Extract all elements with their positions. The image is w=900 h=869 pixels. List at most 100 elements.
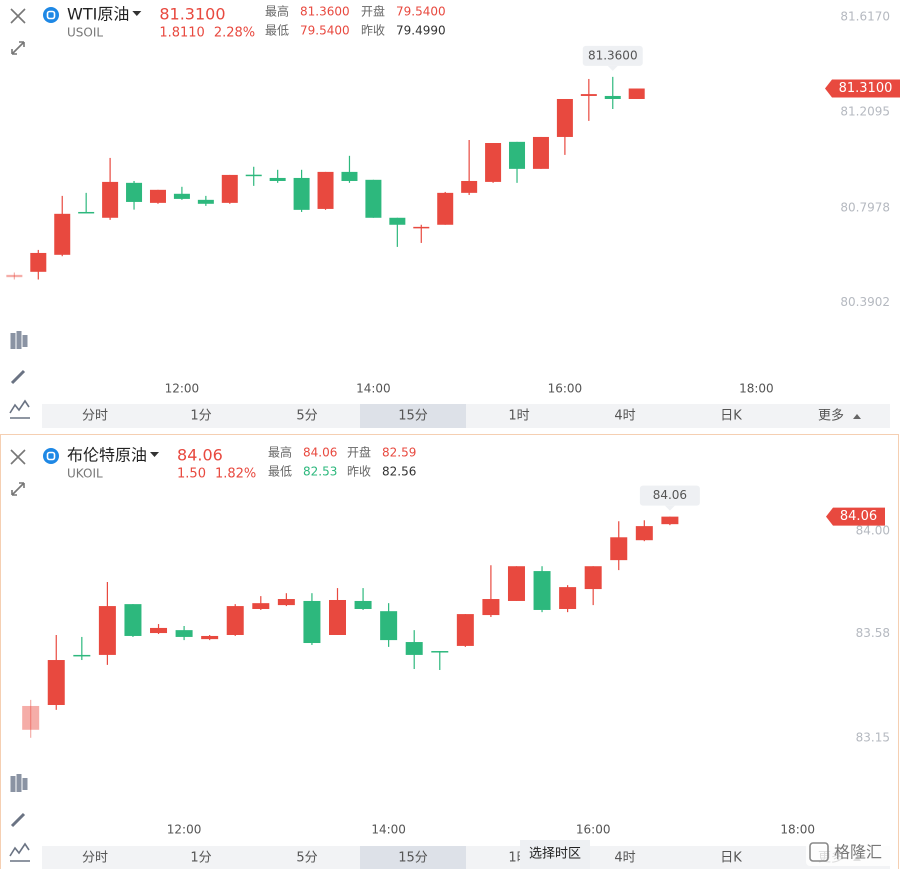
tab[interactable]: 更多 xyxy=(818,408,844,424)
symbol-code: UKOIL xyxy=(67,467,103,481)
candle-body xyxy=(303,600,321,644)
candle-body xyxy=(533,571,551,610)
timezone-button-label[interactable]: 选择时区 xyxy=(529,847,581,862)
candle-body xyxy=(556,98,573,137)
x-tick-label: 18:00 xyxy=(780,823,815,837)
high-label: 81.3600 xyxy=(588,48,638,62)
candle-body xyxy=(389,217,406,225)
last-price-tag xyxy=(826,507,885,526)
candle-body xyxy=(365,179,382,218)
tab[interactable]: 1分 xyxy=(190,409,211,424)
symbol-dropdown[interactable] xyxy=(132,11,142,16)
symbol-name[interactable]: 布伦特原油 xyxy=(67,446,147,465)
price-change: 1.50 xyxy=(177,467,206,482)
y-tick-label: 83.58 xyxy=(856,626,890,640)
tab[interactable]: 日K xyxy=(720,851,742,866)
tab[interactable]: 4时 xyxy=(614,409,635,424)
tab[interactable]: 1分 xyxy=(190,851,211,866)
candle-body xyxy=(341,171,358,181)
stat-value: 82.56 xyxy=(382,465,416,479)
candle-body xyxy=(47,660,65,705)
tab[interactable]: 5分 xyxy=(296,409,317,424)
candle-body xyxy=(269,177,286,181)
draw-tool-icon[interactable] xyxy=(10,812,26,828)
candle-body xyxy=(635,526,653,541)
candle-body xyxy=(150,627,168,634)
candle-body xyxy=(559,587,577,609)
stat-value: 84.06 xyxy=(303,446,337,460)
high-label-pointer xyxy=(664,505,675,511)
candle-body xyxy=(482,599,500,616)
high-label-pointer xyxy=(607,65,618,71)
stat-value: 82.53 xyxy=(303,465,337,479)
high-label: 84.06 xyxy=(653,488,687,502)
candle-body xyxy=(431,651,449,653)
symbol-code: USOIL xyxy=(67,26,103,40)
more-arrow xyxy=(853,414,861,419)
candle-body xyxy=(317,171,334,209)
last-price-tag-label: 81.3100 xyxy=(839,81,893,96)
tab[interactable]: 15分 xyxy=(398,409,428,424)
candle-body xyxy=(22,705,40,730)
candle-body xyxy=(175,630,193,637)
indicator-tool-icon[interactable] xyxy=(9,842,30,862)
stat-value: 79.5400 xyxy=(396,5,446,19)
y-tick-label: 81.2095 xyxy=(840,104,890,118)
tab[interactable]: 5分 xyxy=(296,851,317,866)
candle-body xyxy=(354,600,372,609)
y-tick-label: 83.15 xyxy=(856,730,890,744)
symbol-logo-mark xyxy=(46,10,56,20)
x-tick-label: 14:00 xyxy=(371,823,406,837)
symbol-logo xyxy=(43,7,59,23)
last-price: 84.06 xyxy=(177,446,223,465)
candle-body xyxy=(102,181,119,218)
price-change-pct: 1.82% xyxy=(215,467,256,482)
expand-icon[interactable] xyxy=(11,482,25,496)
candle-body xyxy=(507,566,525,601)
price-change-pct: 2.28% xyxy=(214,26,255,41)
candle-body xyxy=(226,606,244,635)
symbol-dropdown[interactable] xyxy=(150,452,160,457)
candle-body xyxy=(98,606,116,655)
candle-body xyxy=(293,177,310,210)
candle-body xyxy=(126,182,143,202)
candle-body xyxy=(252,603,270,609)
price-change: 1.8110 xyxy=(159,26,205,41)
candle-body xyxy=(604,95,621,99)
tab[interactable]: 日K xyxy=(720,409,742,424)
tab[interactable]: 4时 xyxy=(614,851,635,866)
x-tick-label: 12:00 xyxy=(167,823,202,837)
candle-body xyxy=(201,635,219,640)
candle-body xyxy=(661,516,679,525)
candle-body xyxy=(173,193,190,199)
x-tick-label: 12:00 xyxy=(165,382,200,396)
candle-body xyxy=(277,599,295,606)
tab[interactable]: 分时 xyxy=(82,409,108,424)
tab[interactable]: 15分 xyxy=(398,851,428,866)
x-tick-label: 14:00 xyxy=(356,382,391,396)
candle-tool-icon[interactable] xyxy=(10,774,28,792)
candle-body xyxy=(461,180,478,193)
panel-border xyxy=(0,434,899,869)
candle-tool-icon[interactable] xyxy=(10,331,28,349)
timezone-button[interactable] xyxy=(520,840,590,869)
tab[interactable]: 1时 xyxy=(508,409,529,424)
stat-label: 开盘 xyxy=(361,4,385,19)
y-tick-label: 80.7978 xyxy=(840,200,890,214)
high-label-box xyxy=(639,485,700,506)
close-icon[interactable] xyxy=(10,449,26,465)
tab[interactable]: 分时 xyxy=(82,851,108,866)
y-tick-label: 80.3902 xyxy=(840,295,890,309)
x-tick-label: 16:00 xyxy=(548,382,583,396)
x-tick-label: 18:00 xyxy=(739,382,774,396)
candle-body xyxy=(584,566,602,590)
expand-icon[interactable] xyxy=(11,41,25,55)
x-tick-label: 16:00 xyxy=(576,823,611,837)
last-price-tag xyxy=(825,79,900,98)
candle-body xyxy=(73,654,91,657)
indicator-tool-icon[interactable] xyxy=(9,399,30,419)
symbol-name[interactable]: WTI原油 xyxy=(67,5,129,24)
close-icon[interactable] xyxy=(10,8,26,24)
draw-tool-icon[interactable] xyxy=(10,369,26,385)
